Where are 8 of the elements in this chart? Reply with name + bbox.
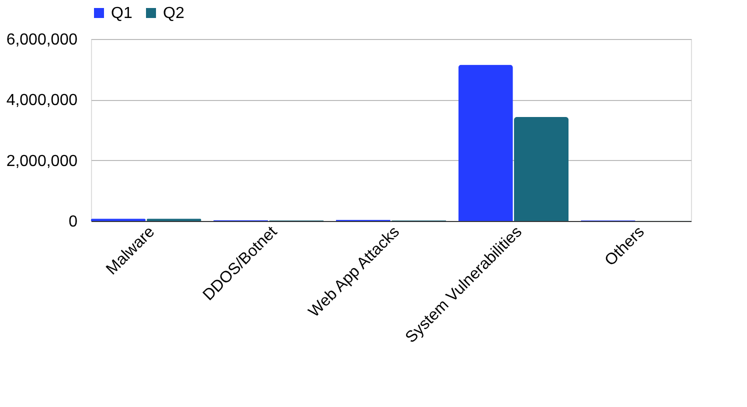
legend-label: Q1 bbox=[111, 5, 132, 22]
legend-label: Q2 bbox=[163, 5, 184, 22]
bar bbox=[514, 116, 569, 221]
y-tick-label: 4,000,000 bbox=[6, 92, 78, 110]
y-tick-label: 6,000,000 bbox=[6, 32, 78, 48]
bar bbox=[458, 64, 513, 221]
y-tick-label: 0 bbox=[68, 214, 78, 230]
y-tick-label: 2,000,000 bbox=[6, 152, 78, 170]
